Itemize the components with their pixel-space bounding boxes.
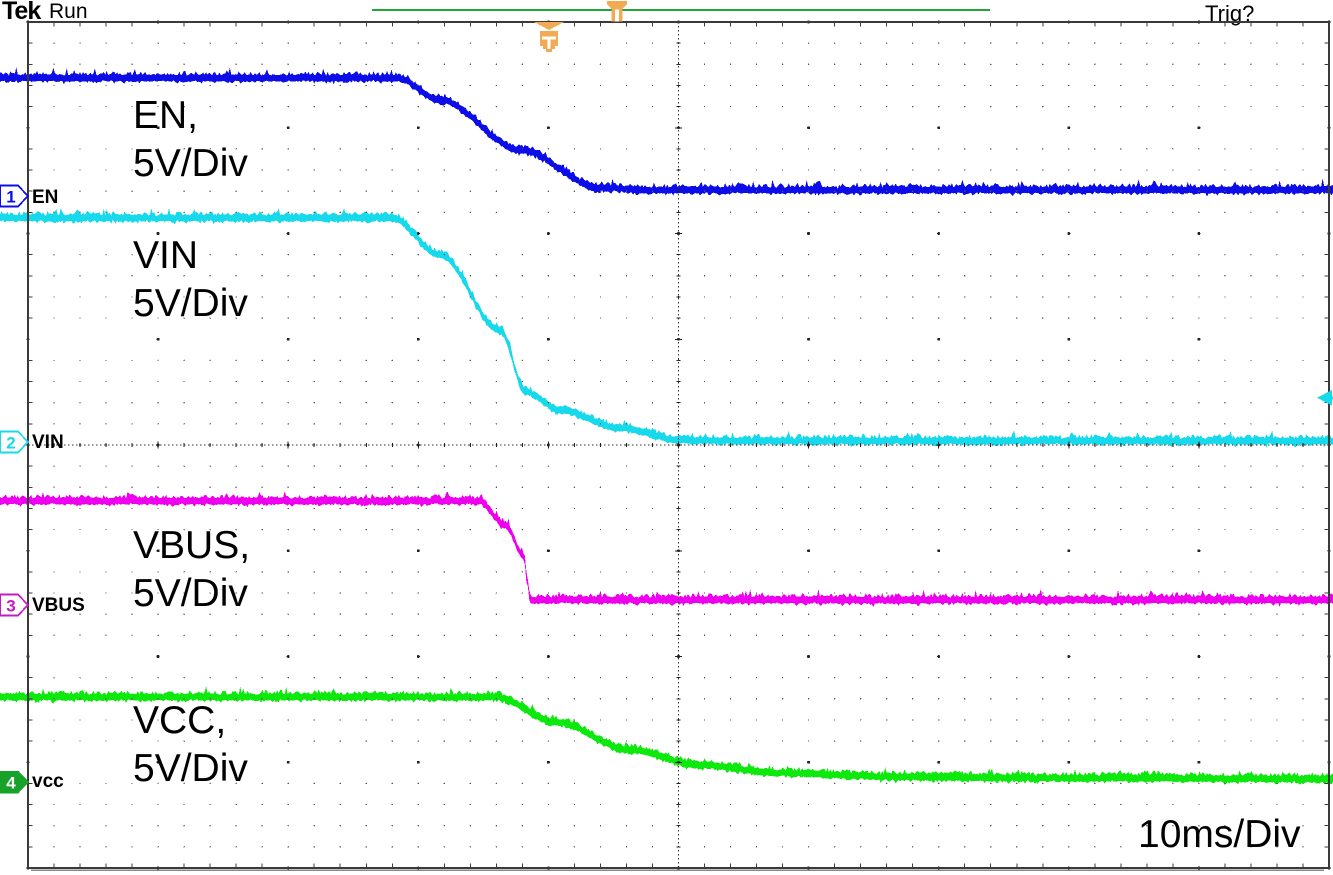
svg-text:2: 2 [6, 434, 15, 453]
svg-text:1: 1 [6, 188, 15, 207]
svg-text:4: 4 [6, 774, 16, 793]
svg-text:3: 3 [6, 597, 15, 616]
